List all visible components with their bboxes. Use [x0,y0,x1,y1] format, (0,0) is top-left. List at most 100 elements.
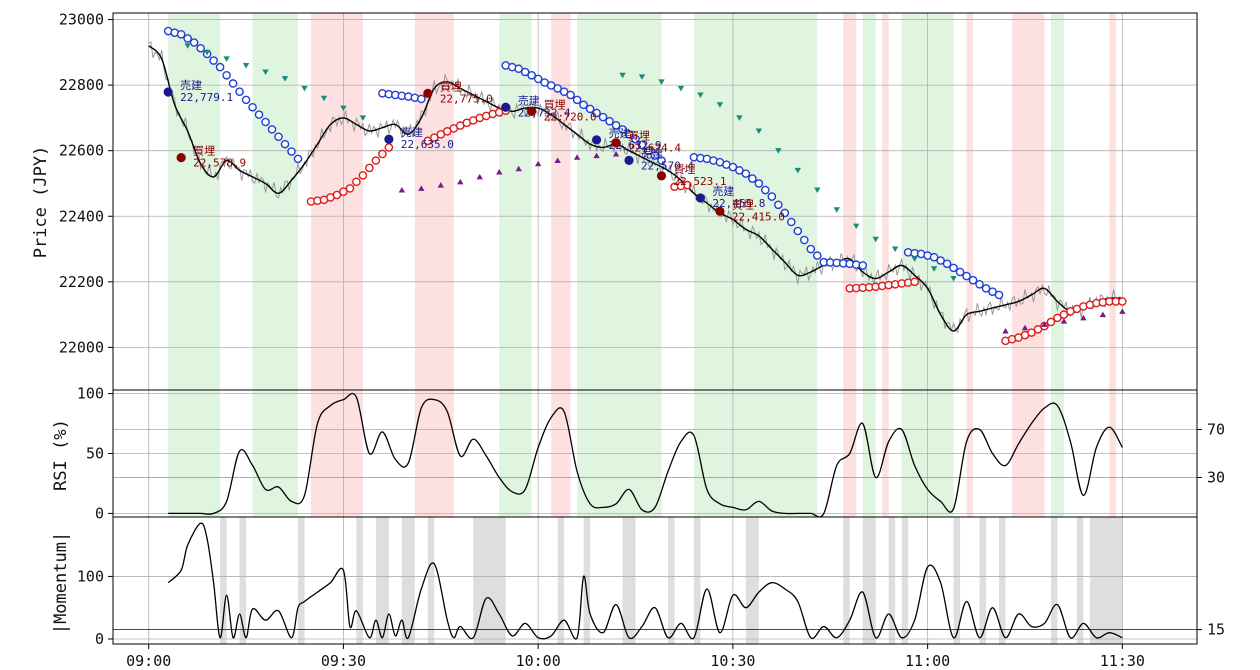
sell-entry-marker [591,135,602,145]
sar-dot-up [332,190,342,200]
momentum-band-gray [622,517,636,644]
sar-dot-down [417,94,426,104]
sar-dot-down [624,129,634,139]
sar-dot-down [657,156,666,165]
y-tick-label: 22600 [59,142,104,160]
sar-dot-down [806,244,816,254]
triangle-up-marker [1119,308,1126,314]
price-band-green [168,13,221,390]
y-tick-label: 50 [86,445,104,463]
momentum-band-gray [843,517,850,644]
sell-entry-marker [163,87,173,97]
sar-dot-down [793,226,803,236]
sar-dot-down [644,146,653,155]
price-smooth-line [148,45,1123,332]
sar-dot-down [975,279,984,289]
trade-value: 22,523.1 [673,175,726,188]
sar-dot-down [962,271,971,281]
sell-entry-marker [384,134,394,144]
triangle-down-marker [853,223,860,230]
triangle-up-marker [612,150,620,157]
triangle-down-marker [359,115,367,121]
triangle-down-marker [658,79,665,85]
sar-dot-down [579,100,588,110]
trade-label: 買埋 [628,130,650,143]
sar-dot-up [1027,328,1036,337]
price-band-red [1109,13,1116,390]
triangle-down-marker [301,85,308,92]
trade-label: 売建 [641,146,663,160]
triangle-down-marker [775,148,782,154]
triangle-up-marker [515,165,522,172]
sar-dot-down [748,174,757,183]
sar-dot-down [241,95,251,105]
price-band-red [966,13,974,390]
sar-dot-down [598,112,608,122]
x-tick-label: 11:30 [1100,652,1145,670]
sar-dot-up [1033,325,1043,334]
triangle-down-marker [950,276,957,282]
triangle-down-marker [619,72,626,79]
sar-dot-down [222,70,231,80]
momentum-band-gray [999,517,1006,644]
trade-value: 22,578.9 [193,157,246,170]
triangle-up-marker [398,187,406,193]
sar-dot-down [637,140,647,150]
triangle-down-marker [203,49,211,56]
y-tick-label: 22200 [59,273,104,291]
sar-dot-down [955,267,965,277]
price-band-red [882,13,889,390]
rsi-y-axis-label: RSI (%) [51,419,71,491]
triangle-down-marker [930,266,938,272]
sar-dot-down [741,169,751,178]
sar-dot-down [254,110,264,119]
buy-exit-marker [715,206,725,216]
triangle-down-marker [677,85,685,92]
sar-dot-up [378,149,387,159]
momentum-band-gray [427,517,435,644]
momentum-band-gray [1050,517,1058,644]
momentum-band-gray [583,517,591,644]
sar-dot-down [994,290,1004,300]
sar-dot-down [189,38,199,47]
right-tick-label: 15 [1207,621,1225,639]
sar-dot-down [774,200,783,210]
price-band-green [693,13,818,390]
momentum-band-gray [1076,517,1084,644]
sar-dot-up [1053,313,1062,323]
triangle-down-marker [872,236,879,243]
sar-dot-up [339,187,348,196]
trade-label: 売建 [401,125,423,139]
sar-dot-down [287,147,296,156]
sar-dot-down [280,139,290,149]
sar-dot-down [520,67,530,77]
trade-label: 買埋 [440,80,462,93]
triangle-up-marker [476,173,483,180]
triangle-up-marker [1021,324,1029,331]
trade-label: 売建 [518,93,540,107]
sar-dot-down [735,166,744,175]
sar-dot-down [988,287,997,296]
x-tick-label: 09:30 [321,652,366,670]
momentum-band-gray [953,517,961,644]
price-y-axis-label: Price (JPY) [31,146,51,259]
triangle-down-marker [814,187,821,194]
sar-dot-up [423,136,433,146]
sar-dot-down [605,116,614,126]
sar-dot-down [929,252,939,262]
triangle-down-marker [242,62,250,69]
sar-dot-down [754,179,764,188]
sar-dot-up [910,277,919,287]
momentum-band-gray [557,517,565,644]
trade-value: 22,455.8 [712,197,765,210]
sar-dot-down [566,90,575,100]
sar-dot-down [949,263,958,273]
sar-dot-up [384,143,394,152]
right-tick-label: 70 [1207,421,1225,439]
price-band-red [843,13,857,390]
sar-dot-down [261,117,270,127]
sar-dot-down [293,154,303,164]
sar-dot-up [345,184,355,193]
momentum-line [167,522,1123,640]
